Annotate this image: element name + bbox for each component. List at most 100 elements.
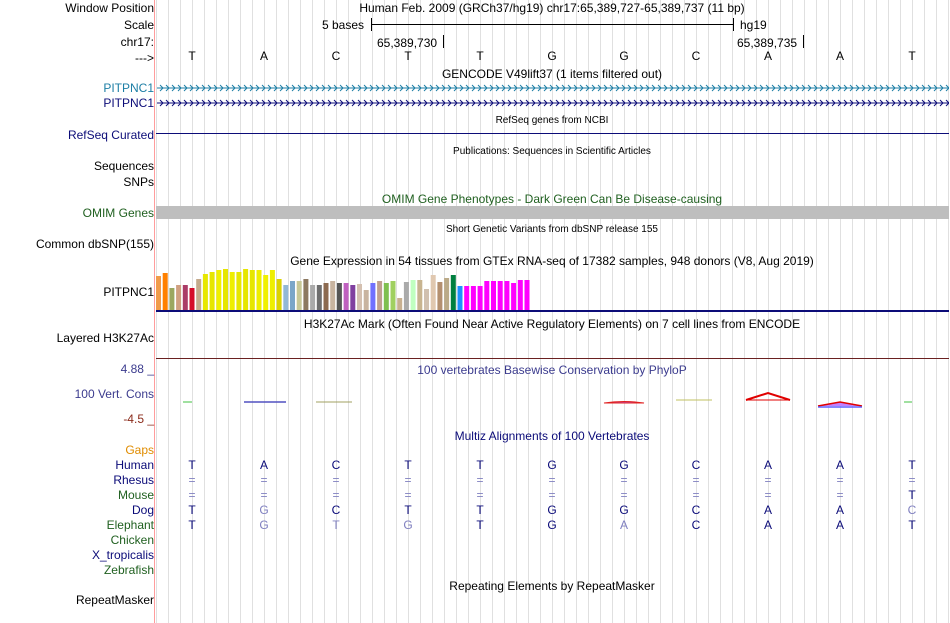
gtex-tissue-bar [189,288,195,310]
strand-chevron [507,84,512,92]
strand-chevron [933,99,938,107]
multiz-species-label[interactable]: Dog [131,503,154,517]
refseq-track-title[interactable]: RefSeq genes from NCBI [495,115,609,126]
strand-chevron [849,99,854,107]
strand-chevron [495,84,500,92]
strand-chevron [501,84,506,92]
multiz-base: A [835,458,844,472]
repeatmasker-label[interactable]: RepeatMasker [75,593,154,607]
ruler-base[interactable]: A [763,49,772,63]
strand-chevron [897,99,902,107]
gencode-item-label-2[interactable]: PITPNC1 [103,96,154,110]
strand-chevron [561,84,566,92]
ruler-base[interactable]: G [547,49,557,63]
multiz-base: C [691,518,701,532]
multiz-species-label[interactable]: Chicken [110,533,154,547]
gencode-transcript-2[interactable] [157,99,949,107]
phylop-min-label: -4.5 _ [123,412,154,426]
strand-chevron [189,84,194,92]
multiz-species-label[interactable]: Rhesus [113,473,154,487]
strand-chevron [591,84,596,92]
multiz-base: = [188,488,196,502]
refseq-label[interactable]: RefSeq Curated [67,128,154,142]
strand-chevron [747,84,752,92]
phylop-wiggle[interactable] [156,388,949,412]
omim-label[interactable]: OMIM Genes [82,206,154,220]
gtex-track-title[interactable]: Gene Expression in 54 tissues from GTEx … [290,254,814,268]
strand-chevron [591,99,596,107]
gencode-transcript-1[interactable] [157,84,949,92]
strand-chevron [357,99,362,107]
strand-chevron [585,84,590,92]
ruler-base[interactable]: T [908,49,916,63]
strand-chevron [267,99,272,107]
repeatmasker-track-title[interactable]: Repeating Elements by RepeatMasker [449,579,655,593]
strand-chevron [225,99,230,107]
refseq-gene-line[interactable] [156,133,949,134]
strand-chevron [843,84,848,92]
multiz-base: = [332,473,340,487]
omim-gene-bar[interactable] [156,206,949,219]
ruler-base[interactable]: C [691,49,701,63]
multiz-base: T [908,488,916,502]
publications-track-title[interactable]: Publications: Sequences in Scientific Ar… [453,146,651,157]
multiz-base: T [332,518,340,532]
strand-chevron [909,84,914,92]
ruler-base[interactable]: C [331,49,341,63]
multiz-species-label[interactable]: Elephant [106,518,154,532]
omim-track-title[interactable]: OMIM Gene Phenotypes - Dark Green Can Be… [381,192,723,206]
ruler-base[interactable]: A [835,49,844,63]
gtex-label[interactable]: PITPNC1 [103,285,154,299]
strand-chevron [177,99,182,107]
strand-chevron [735,84,740,92]
h3k27ac-label[interactable]: Layered H3K27Ac [56,331,154,345]
dbsnp-label[interactable]: Common dbSNP(155) [35,237,154,251]
strand-chevron [549,84,554,92]
multiz-track-title[interactable]: Multiz Alignments of 100 Vertebrates [454,429,650,443]
multiz-species-label[interactable]: Mouse [117,488,154,502]
ruler-base[interactable]: T [404,49,412,63]
phylop-label[interactable]: 100 Vert. Cons [74,387,154,401]
strand-label[interactable]: ---> [135,51,154,65]
strand-chevron [207,99,212,107]
ruler-base[interactable]: G [619,49,629,63]
multiz-base: A [835,518,844,532]
strand-chevron [705,99,710,107]
ruler-base[interactable]: T [476,49,484,63]
strand-chevron [525,84,530,92]
ruler-base[interactable]: T [188,49,196,63]
gtex-tissue-bar [162,273,168,310]
gtex-tissue-bar [477,286,483,310]
strand-chevron [333,99,338,107]
gtex-tissue-bar [457,286,463,310]
multiz-species-label[interactable]: X_tropicalis [91,548,154,562]
strand-chevron [645,99,650,107]
ruler-base[interactable]: A [259,49,268,63]
strand-chevron [699,84,704,92]
gtex-tissue-bar [343,283,349,310]
dbsnp-track-title[interactable]: Short Genetic Variants from dbSNP releas… [446,224,658,235]
publications-label-snps[interactable]: SNPs [123,175,154,189]
gtex-tissue-bar [256,270,262,310]
strand-chevron [945,99,949,107]
strand-chevron [639,99,644,107]
h3k27ac-track-title[interactable]: H3K27Ac Mark (Often Found Near Active Re… [303,317,801,331]
gtex-tissue-bar [290,281,295,310]
multiz-species-label[interactable]: Human [115,458,154,472]
gencode-track-title[interactable]: GENCODE V49lift37 (1 items filtered out) [441,67,663,81]
multiz-base: C [691,458,701,472]
gencode-item-label-1[interactable]: PITPNC1 [103,81,154,95]
multiz-gaps-label[interactable]: Gaps [125,443,154,457]
strand-chevron [789,84,794,92]
multiz-species-label[interactable]: Zebrafish [103,563,154,577]
multiz-base: = [764,488,772,502]
scale-text: 5 bases [322,18,365,32]
gtex-tissue-bar [524,280,530,310]
multiz-base: T [908,518,916,532]
publications-label-sequences[interactable]: Sequences [93,159,154,173]
phylop-track-title[interactable]: 100 vertebrates Basewise Conservation by… [417,363,687,377]
strand-chevron [189,99,194,107]
strand-chevron [483,99,488,107]
gtex-bar-chart[interactable] [156,268,949,314]
gtex-tissue-bar [202,274,208,310]
